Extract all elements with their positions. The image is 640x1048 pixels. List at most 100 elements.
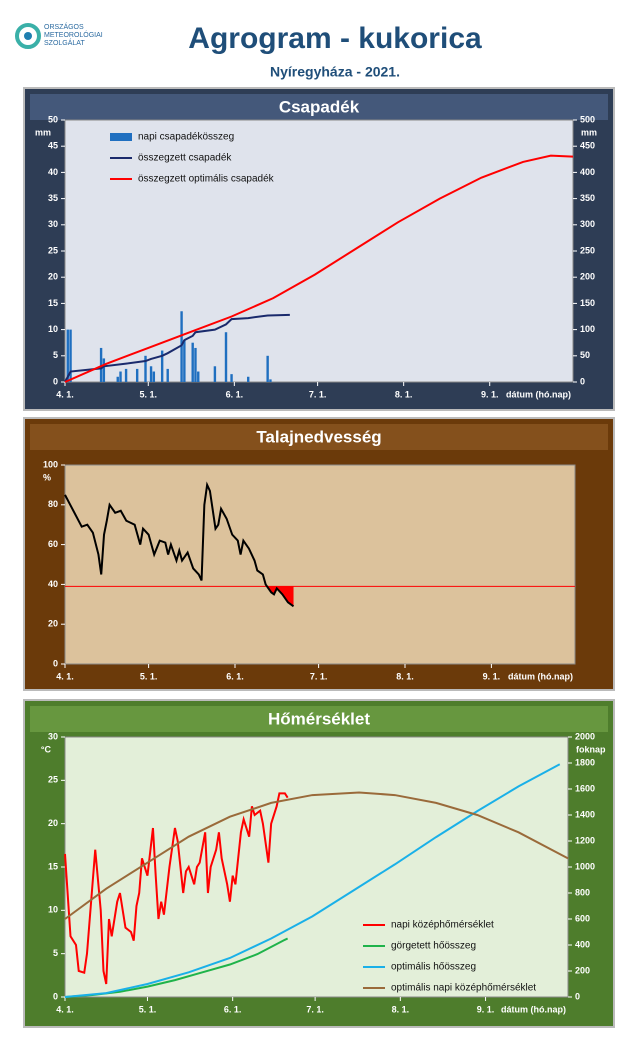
y-tick-label: 15 [48,861,58,871]
x-tick-label: 6. 1. [226,671,244,681]
y-tick-label: 15 [48,298,58,308]
bar [166,368,169,382]
bar [149,366,153,382]
y2-tick-label: 300 [580,219,595,229]
bar [180,311,183,382]
logo-icon [15,23,41,49]
y2-tick-label: 1000 [575,861,595,871]
title-band [30,94,608,120]
x-tick-label: 4. 1. [56,671,74,681]
x-tick-label: 7. 1. [306,1004,324,1014]
logo-text: METEOROLÓGIAI [44,30,103,39]
y-tick-label: 100 [43,459,58,469]
x-tick-label: 8. 1. [395,389,413,399]
line-series [64,154,574,383]
y2-unit: mm [581,127,597,137]
x-tick-label: 8. 1. [392,1004,410,1014]
y-tick-label: 10 [48,324,58,334]
bar [269,379,272,382]
bar [66,329,69,382]
y-tick-label: 40 [48,167,58,177]
line-series [64,763,561,998]
bar [152,371,156,382]
legend-label: optimális hőösszeg [391,962,476,973]
bar [144,355,147,382]
logo-icon-core [24,32,32,40]
line-series [64,791,569,920]
bar [247,376,250,382]
bar [191,342,194,382]
y2-tick-label: 400 [580,167,595,177]
x-tick-label: 9. 1. [477,1004,495,1014]
y2-tick-label: 100 [580,324,595,334]
y-tick-label: 0 [53,376,58,386]
y2-tick-label: 1800 [575,757,595,767]
y-tick-label: 40 [48,579,58,589]
bar [116,376,119,382]
legend-label: összegzett csapadék [138,153,232,164]
y-tick-label: 30 [48,731,58,741]
y2-tick-label: 200 [580,272,595,282]
plot-area [64,119,574,383]
y-tick-label: 5 [53,948,58,958]
y2-tick-label: 0 [575,991,580,1001]
bar [213,366,217,382]
bar [197,371,200,382]
y-tick-label: 30 [48,219,58,229]
x-axis-label: dátum (hó.nap) [501,1004,566,1014]
y-tick-label: 35 [48,193,58,203]
bar [230,374,233,382]
bar [135,368,139,382]
y2-tick-label: 400 [575,939,590,949]
title-band [30,424,608,450]
bar [160,350,164,382]
bar [119,371,122,382]
y-tick-label: 50 [48,114,58,124]
x-tick-label: 7. 1. [309,389,327,399]
x-tick-label: 5. 1. [140,671,158,681]
bar [224,332,228,382]
y-tick-label: 0 [53,658,58,668]
legend-label: napi középhőmérséklet [391,920,494,931]
y-tick-label: 0 [53,991,58,1001]
bar [266,355,269,382]
y2-tick-label: 500 [580,114,595,124]
y-tick-label: 45 [48,141,58,151]
x-tick-label: 9. 1. [481,389,499,399]
y-tick-label: 5 [53,350,58,360]
y-unit: °C [41,744,52,754]
y2-tick-label: 1400 [575,809,595,819]
legend-label: görgetett hőösszeg [391,941,476,952]
y-tick-label: 25 [48,245,58,255]
x-axis-label: dátum (hó.nap) [506,389,571,399]
y-tick-label: 25 [48,775,58,785]
page-subtitle: Nyíregyháza - 2021. [270,64,400,80]
y2-tick-label: 200 [575,965,590,975]
chart-title: Talajnedvesség [256,427,381,446]
y-tick-label: 20 [48,272,58,282]
y2-tick-label: 2000 [575,731,595,741]
y2-tick-label: 0 [580,376,585,386]
bar [124,368,128,382]
y2-tick-label: 600 [575,913,590,923]
y-unit: % [43,472,51,482]
bar [183,340,186,382]
legend-label: napi csapadékösszeg [138,132,234,143]
y2-tick-label: 50 [580,350,590,360]
bar [69,329,72,382]
x-tick-label: 8. 1. [396,671,414,681]
x-tick-label: 5. 1. [140,389,158,399]
logo-text: SZOLGÁLAT [44,38,85,47]
y-tick-label: 20 [48,818,58,828]
plot-area [64,464,576,665]
page-title: Agrogram - kukorica [188,22,482,55]
x-tick-label: 5. 1. [139,1004,157,1014]
line-series [64,792,289,985]
title-band [30,706,608,732]
y-tick-label: 80 [48,499,58,509]
x-axis-label: dátum (hó.nap) [508,671,573,681]
bar [194,347,197,382]
x-tick-label: 6. 1. [226,389,244,399]
x-tick-label: 4. 1. [56,389,74,399]
